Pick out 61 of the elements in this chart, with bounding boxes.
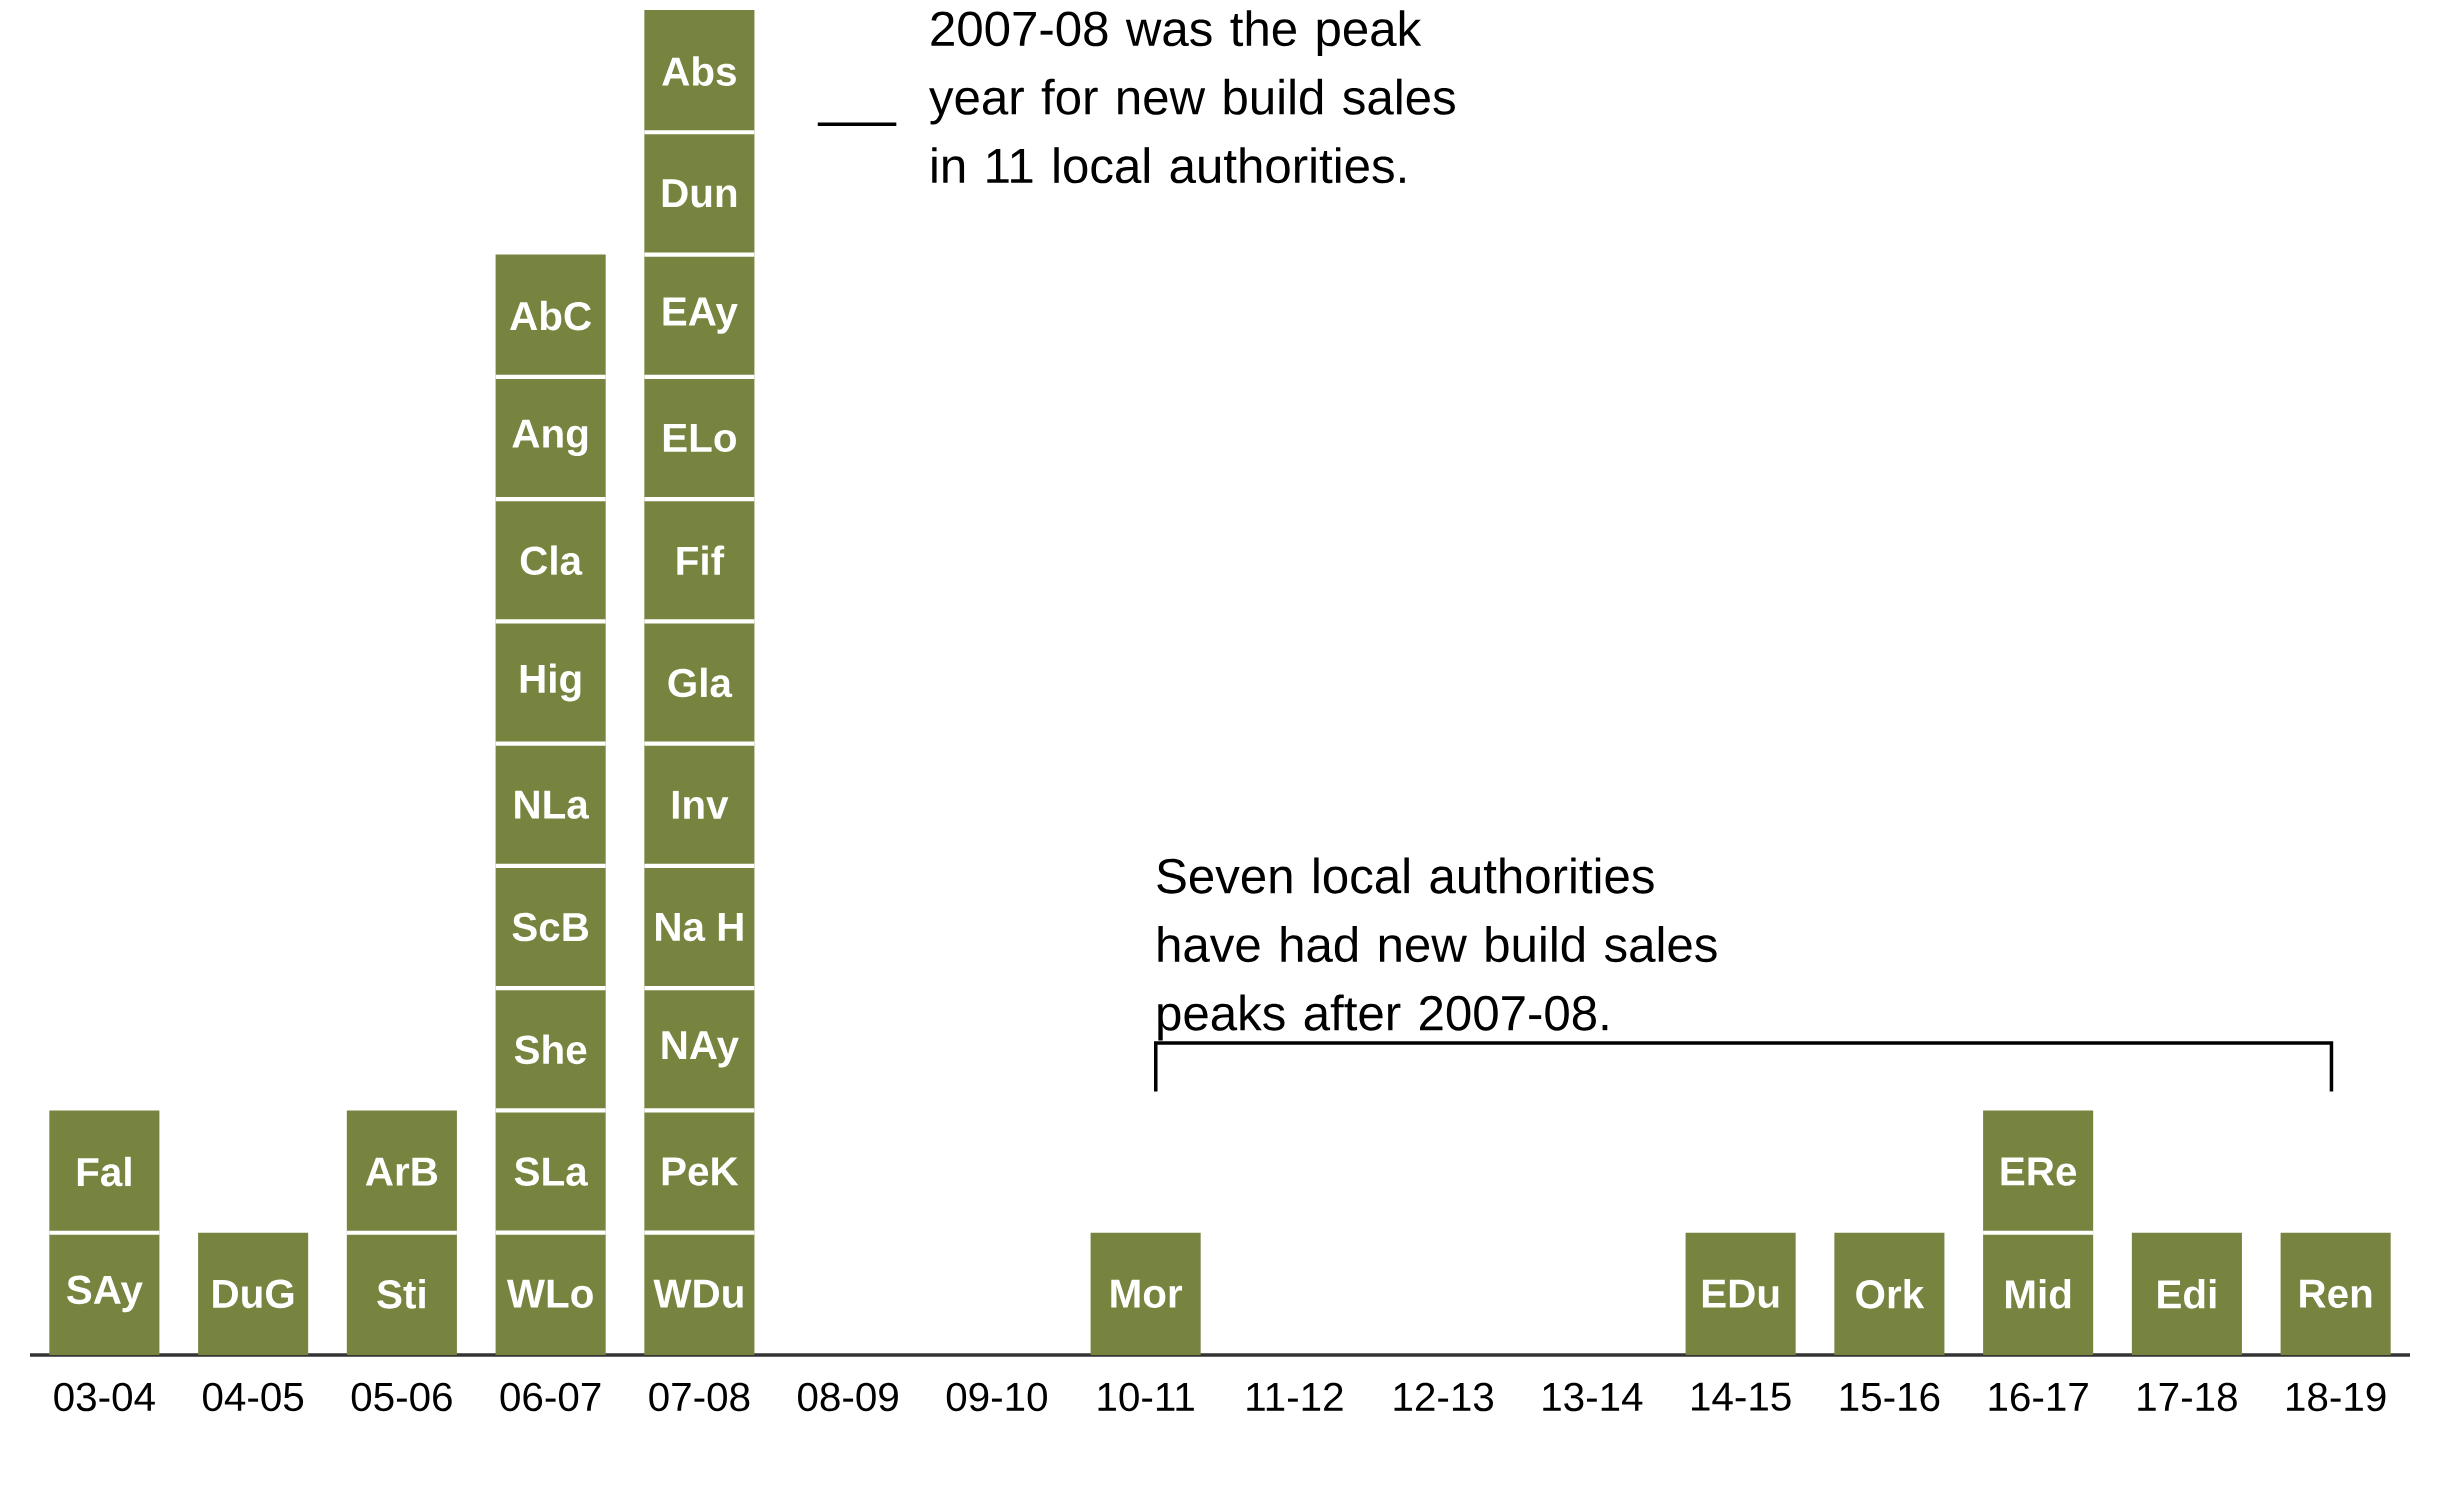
annotation: PeK <box>662 1157 739 1186</box>
annotation: ArB <box>365 1157 438 1186</box>
bar <box>1983 1110 2094 1355</box>
bar <box>495 254 606 1355</box>
annotation: EAy <box>663 297 738 334</box>
annotation: Abs <box>662 56 736 86</box>
annotation: AbC <box>510 300 592 331</box>
annotation: Mid <box>2006 1279 2071 1309</box>
annotation: Fif <box>677 545 725 575</box>
x-tick-label: 15-16 <box>1840 1382 1940 1412</box>
x-tick-label: 06-07 <box>500 1382 601 1412</box>
bar <box>198 1232 309 1355</box>
bar <box>49 1110 160 1355</box>
annotation: Dun <box>662 179 737 208</box>
annotation: NAy <box>662 1031 739 1068</box>
annotation: Hig <box>520 663 581 702</box>
bar <box>2280 1232 2391 1355</box>
annotation: Fal <box>77 1156 131 1187</box>
annotation: Edi <box>2158 1279 2216 1309</box>
annotation: ScB <box>512 912 589 942</box>
x-tick-label: 16-17 <box>1989 1382 2088 1412</box>
annotation: Cla <box>520 545 583 576</box>
x-tick-label: 07-08 <box>649 1382 750 1412</box>
bar <box>346 1110 457 1355</box>
x-tick-label: 17-18 <box>2138 1382 2237 1412</box>
bar <box>1834 1232 1945 1355</box>
annotation: ELo <box>663 423 736 453</box>
annotation: Gla <box>668 667 733 698</box>
annotation: Ang <box>512 419 588 457</box>
annotation: She <box>514 1034 587 1065</box>
annotation: NLa <box>515 790 590 819</box>
annotation: EDu <box>1702 1279 1779 1308</box>
bar <box>1685 1232 1796 1355</box>
annotation: DuG <box>213 1279 294 1309</box>
bar <box>1090 1232 1201 1355</box>
annotation: SLa <box>514 1157 588 1186</box>
bar <box>2131 1232 2242 1355</box>
x-tick-label: 08-09 <box>798 1382 898 1412</box>
annotation: Na H <box>656 912 743 942</box>
x-tick-label: 11-12 <box>1247 1382 1343 1411</box>
x-tick-label: 13-14 <box>1543 1382 1643 1412</box>
x-tick-label: 12-13 <box>1394 1382 1493 1412</box>
x-tick-label: 04-05 <box>203 1382 304 1412</box>
annotation: Mor <box>1111 1279 1183 1308</box>
annotation: Ren <box>2300 1279 2372 1308</box>
annotation: WDu <box>653 1279 743 1308</box>
x-tick-label: 03-04 <box>54 1382 155 1412</box>
annotation: Sti <box>377 1279 425 1309</box>
annotation: 2007-08 was the peak year for new build sales in 11 local authorities. <box>929 10 1455 184</box>
x-tick-label: 18-19 <box>2287 1382 2386 1412</box>
annotation: ERe <box>2001 1157 2077 1186</box>
annotation: Seven local authorities have had new build sales peaks after 2007-08. <box>1157 857 1717 1041</box>
x-tick-label: 05-06 <box>351 1382 452 1412</box>
x-tick-label: 09-10 <box>946 1382 1047 1412</box>
x-tick-label: 10-11 <box>1098 1382 1194 1412</box>
annotation: Inv <box>672 790 729 819</box>
annotation: SAy <box>66 1275 143 1313</box>
x-tick-label: 14-15 <box>1692 1382 1791 1411</box>
annotation: WLo <box>506 1279 593 1308</box>
bar <box>644 9 755 1355</box>
annotation: Ork <box>1856 1279 1925 1309</box>
